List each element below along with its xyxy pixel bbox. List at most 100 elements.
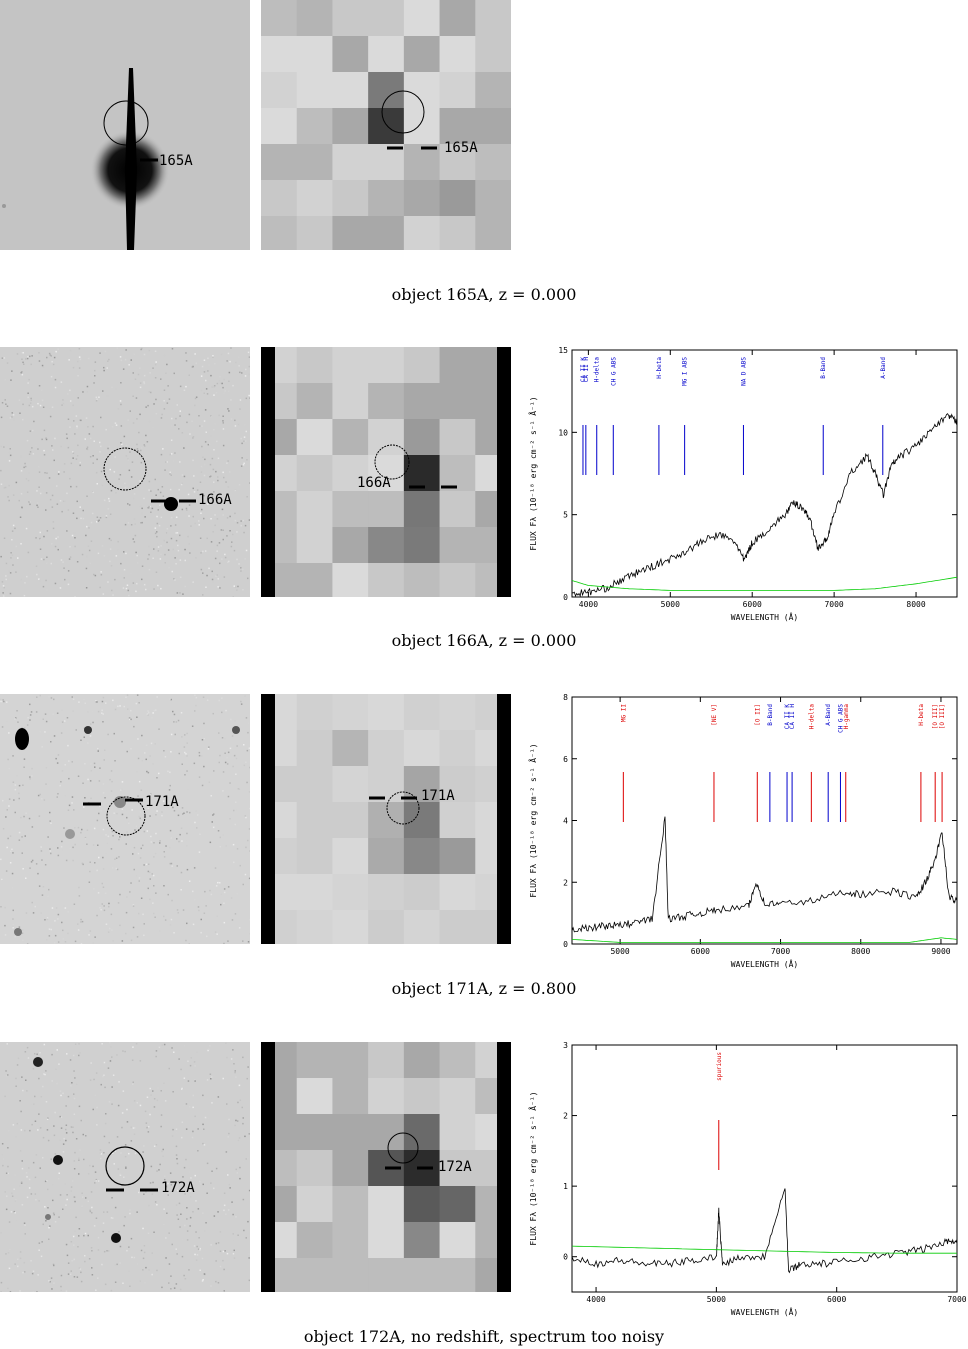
noise-speck <box>120 382 122 384</box>
noise-speck <box>223 921 226 924</box>
noise-speck <box>169 698 171 700</box>
noise-speck <box>221 697 223 699</box>
noise-speck <box>18 1123 21 1125</box>
noise-speck <box>1 357 4 359</box>
noise-speck <box>0 555 2 558</box>
noise-speck <box>233 861 235 864</box>
noise-speck <box>35 565 38 567</box>
noise-speck <box>225 845 227 847</box>
noise-speck <box>224 1250 226 1252</box>
noise-speck <box>56 503 59 505</box>
noise-speck <box>80 1271 82 1274</box>
noise-speck <box>89 1209 91 1212</box>
noise-speck <box>26 357 29 360</box>
noise-speck <box>241 457 243 459</box>
noise-speck <box>133 541 136 543</box>
noise-speck <box>52 1183 54 1186</box>
ir-pixel <box>403 910 441 944</box>
noise-speck <box>138 1191 140 1194</box>
ir-pixel <box>296 1042 333 1079</box>
noise-speck <box>213 449 215 451</box>
noise-speck <box>210 415 212 418</box>
noise-speck <box>141 521 143 524</box>
noise-speck <box>48 1238 50 1240</box>
noise-speck <box>170 733 173 736</box>
noise-speck <box>222 444 225 447</box>
noise-speck <box>32 1161 35 1164</box>
noise-speck <box>103 1061 106 1064</box>
noise-speck <box>100 1153 103 1155</box>
noise-speck <box>204 550 207 552</box>
noise-speck <box>74 940 77 943</box>
noise-speck <box>217 1282 220 1284</box>
noise-speck <box>64 941 67 943</box>
noise-speck <box>175 721 178 723</box>
noise-speck <box>68 760 70 762</box>
ir-pixel <box>368 527 405 564</box>
noise-speck <box>210 795 212 797</box>
noise-speck <box>149 1087 151 1090</box>
noise-speck <box>75 1083 78 1086</box>
noise-speck <box>226 1103 228 1105</box>
noise-speck <box>122 1050 124 1052</box>
noise-speck <box>202 550 204 553</box>
noise-speck <box>164 756 167 758</box>
noise-speck <box>243 764 246 767</box>
spectral-line-label: NA D ABS <box>740 357 747 386</box>
noise-speck <box>229 515 231 518</box>
noise-speck <box>206 537 208 540</box>
noise-speck <box>7 1074 9 1076</box>
noise-speck <box>156 535 158 538</box>
noise-speck <box>39 531 41 534</box>
noise-speck <box>111 929 113 931</box>
noise-speck <box>205 586 207 588</box>
noise-speck <box>8 484 10 487</box>
noise-speck <box>196 1245 198 1248</box>
noise-speck <box>113 812 115 814</box>
noise-speck <box>163 408 166 410</box>
noise-speck <box>196 1254 199 1256</box>
x-axis-label: WAVELENGTH (Å) <box>731 611 798 622</box>
noise-speck <box>128 364 130 366</box>
noise-speck <box>209 463 212 466</box>
noise-speck <box>192 1094 195 1097</box>
caption-172A: object 172A, no redshift, spectrum too n… <box>303 1327 665 1346</box>
noise-speck <box>82 509 84 512</box>
noise-speck <box>96 914 98 917</box>
noise-speck <box>231 735 234 737</box>
noise-speck <box>179 559 182 561</box>
noise-speck <box>94 369 96 372</box>
flux-series <box>571 1188 958 1274</box>
noise-speck <box>90 521 93 524</box>
noise-speck <box>108 1042 111 1044</box>
noise-speck <box>153 548 155 550</box>
noise-speck <box>181 1136 183 1139</box>
noise-speck <box>195 810 197 812</box>
noise-speck <box>41 859 43 861</box>
noise-speck <box>60 1116 63 1118</box>
noise-speck <box>144 1110 147 1113</box>
noise-speck <box>83 1158 85 1161</box>
noise-speck <box>55 1068 57 1071</box>
noise-speck <box>118 478 120 480</box>
noise-speck <box>51 445 53 447</box>
noise-speck <box>240 700 242 703</box>
noise-speck <box>31 826 34 828</box>
noise-speck <box>35 1154 38 1156</box>
noise-speck <box>116 1263 118 1266</box>
noise-speck <box>168 1282 170 1284</box>
noise-speck <box>7 496 9 498</box>
ir-pixel <box>261 216 298 250</box>
noise-speck <box>222 1077 224 1080</box>
noise-speck <box>114 456 116 458</box>
ir-pixel <box>332 419 369 456</box>
noise-speck <box>104 1283 107 1286</box>
noise-speck <box>149 871 151 874</box>
noise-speck <box>234 425 237 427</box>
noise-speck <box>54 386 57 389</box>
noise-speck <box>60 846 63 848</box>
noise-speck <box>89 562 92 565</box>
noise-speck <box>29 501 31 503</box>
noise-speck <box>183 447 185 449</box>
noise-speck <box>198 776 201 778</box>
